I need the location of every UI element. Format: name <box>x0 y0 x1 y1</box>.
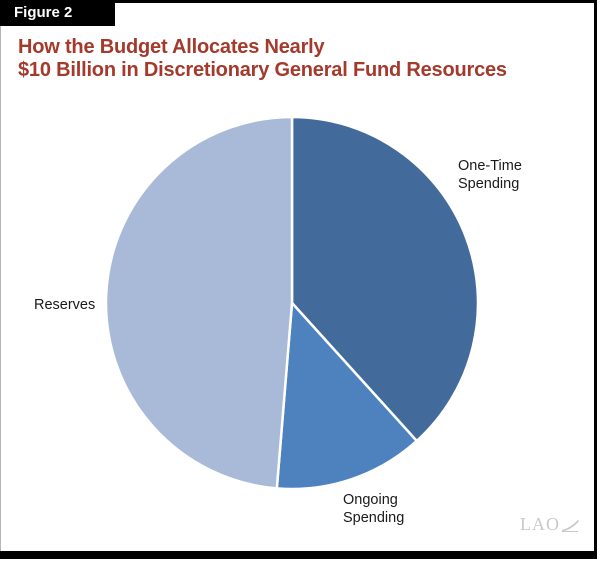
right-border-rule <box>594 0 597 559</box>
lao-logo-text: LAO <box>520 514 560 534</box>
pie-slice-one-time-spending <box>290 115 480 443</box>
figure-number-tab: Figure 2 <box>0 0 115 26</box>
slice-label-reserves: Reserves <box>34 297 96 313</box>
left-border-rule <box>0 0 1 559</box>
lao-logo: LAO <box>520 514 581 535</box>
pie-slice-ongoing-spending <box>275 301 418 491</box>
top-border-rule <box>0 0 597 3</box>
figure-title-line2: $10 Billion in Discretionary General Fun… <box>18 59 507 81</box>
figure-title-line1: How the Budget Allocates Nearly <box>18 36 325 58</box>
slice-label-one-time-spending: One-Time Spending <box>458 158 522 192</box>
slice-label-ongoing-spending: Ongoing Spending <box>343 492 405 526</box>
lao-logo-swoosh-icon <box>562 519 579 532</box>
figure-title: How the Budget Allocates Nearly $10 Bill… <box>18 36 588 82</box>
pie-slice-reserves <box>104 115 294 490</box>
pie-chart <box>104 115 480 491</box>
bottom-border-rule <box>0 551 597 559</box>
figure-number-label: Figure 2 <box>14 4 73 21</box>
